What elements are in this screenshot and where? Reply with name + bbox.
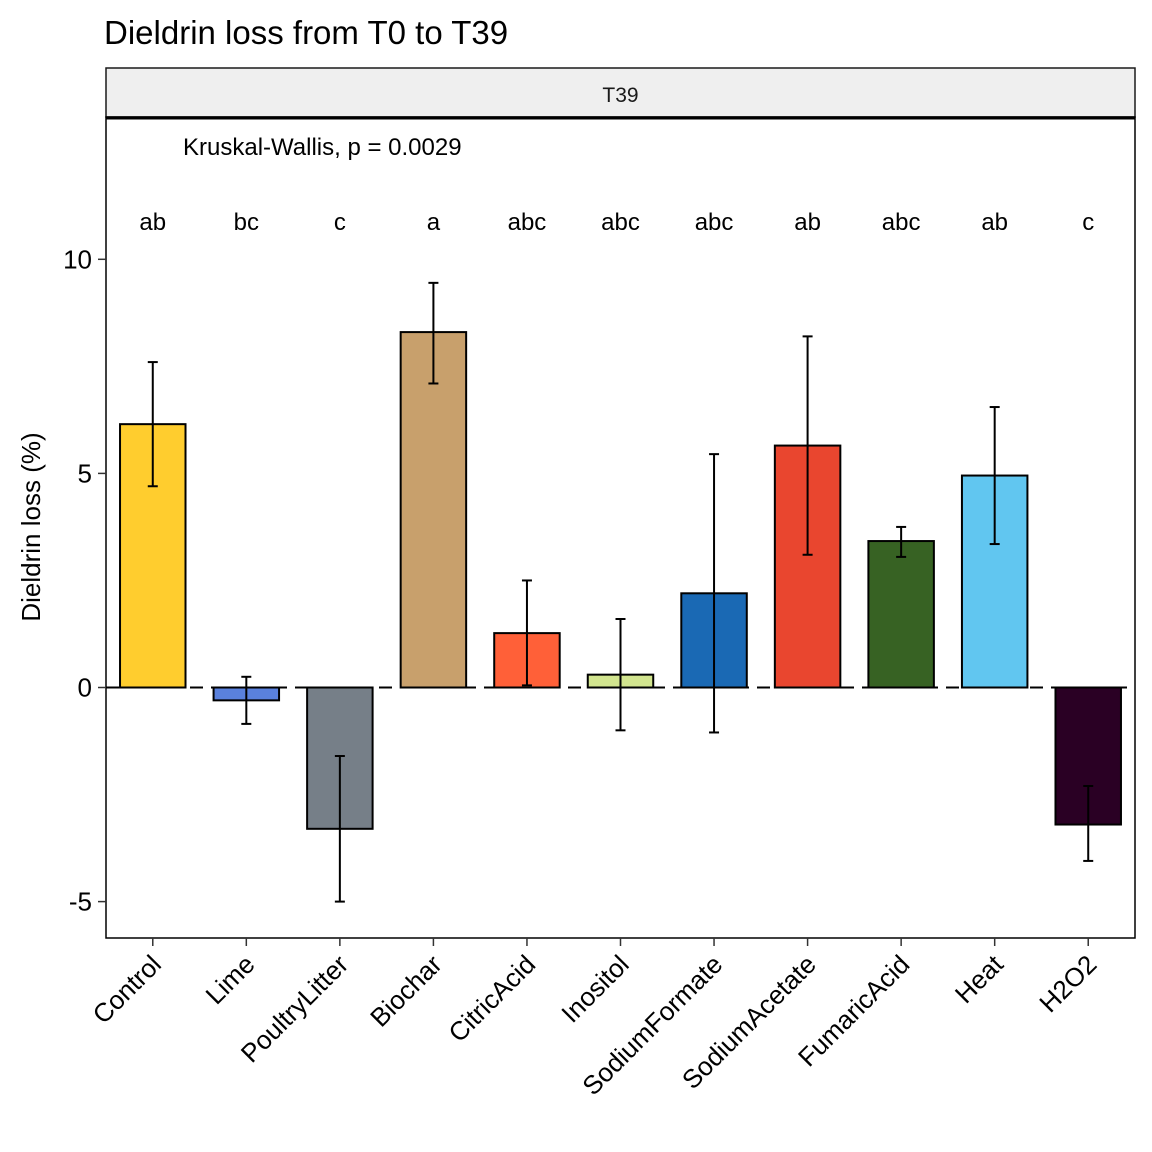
group-letter-sodiumformate: abc xyxy=(695,209,734,236)
error-bar-sodiumacetate xyxy=(802,335,813,556)
bars-layer xyxy=(119,331,1122,830)
kruskal-wallis-annotation: Kruskal-Wallis, p = 0.0029 xyxy=(183,134,462,161)
group-letter-heat: ab xyxy=(981,209,1008,236)
chart-title: Dieldrin loss from T0 to T39 xyxy=(104,14,508,51)
error-bar-sodiumformate xyxy=(709,453,720,734)
y-axis: -5 0 5 10 xyxy=(63,244,106,917)
group-letter-poultrylitter: c xyxy=(334,209,346,236)
group-letter-inositol: abc xyxy=(601,209,640,236)
x-tick-label-biochar: Biochar xyxy=(364,949,448,1033)
y-axis-title: Dieldrin loss (%) xyxy=(16,432,46,621)
bar-fumaricacid xyxy=(867,540,935,689)
group-letter-citricacid: abc xyxy=(508,209,547,236)
error-bar-poultrylitter xyxy=(334,755,345,903)
x-tick-label-citricacid: CitricAcid xyxy=(442,949,541,1048)
error-bar-fumaricacid xyxy=(896,525,907,558)
x-tick-label-heat: Heat xyxy=(949,948,1010,1009)
group-letter-fumaricacid: abc xyxy=(882,209,921,236)
facet-strip xyxy=(105,67,1136,118)
error-bar-inositol xyxy=(615,617,626,732)
error-bars-layer xyxy=(147,281,1094,903)
group-letter-biochar: a xyxy=(427,209,441,236)
error-bar-heat xyxy=(989,406,1000,546)
error-bar-lime xyxy=(241,675,252,725)
group-letter-h2o2: c xyxy=(1082,209,1094,236)
y-tick-label-0: -5 xyxy=(69,887,92,917)
group-letter-control: ab xyxy=(139,209,166,236)
y-tick-label-1: 0 xyxy=(78,673,92,703)
x-tick-label-control: Control xyxy=(87,949,167,1029)
group-letters-layer: ab bc c a abc abc abc ab abc ab c xyxy=(139,209,1094,236)
x-tick-label-inositol: Inositol xyxy=(555,949,634,1028)
bar-sodiumacetate xyxy=(773,444,842,689)
x-tick-label-h2o2: H2O2 xyxy=(1033,949,1102,1018)
group-letter-sodiumacetate: ab xyxy=(794,209,821,236)
error-bar-h2o2 xyxy=(1083,784,1094,862)
error-bar-control xyxy=(147,361,158,488)
group-letter-lime: bc xyxy=(234,209,259,236)
facet-strip-label: T39 xyxy=(602,84,638,107)
y-tick-label-3: 10 xyxy=(63,244,92,274)
bar-biochar xyxy=(399,331,468,689)
error-bar-citricacid xyxy=(521,579,532,687)
x-tick-label-lime: Lime xyxy=(199,949,260,1010)
error-bar-biochar xyxy=(428,281,439,385)
y-tick-label-2: 5 xyxy=(78,458,92,488)
